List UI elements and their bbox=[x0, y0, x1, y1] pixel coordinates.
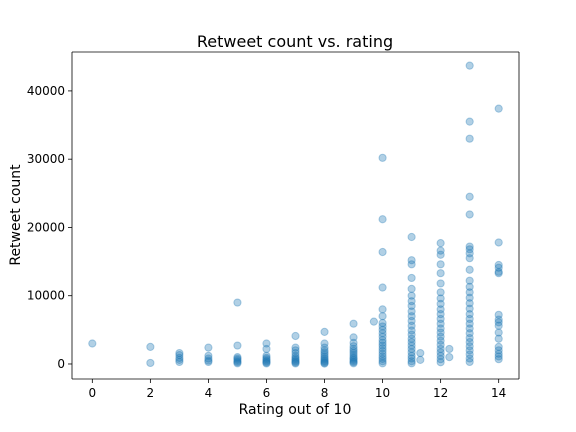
data-point bbox=[408, 285, 415, 292]
data-point bbox=[408, 261, 415, 268]
x-tick-label: 14 bbox=[491, 386, 506, 400]
data-point bbox=[292, 360, 299, 367]
data-point bbox=[263, 360, 270, 367]
x-axis-label: Rating out of 10 bbox=[239, 402, 352, 418]
x-tick-label: 0 bbox=[88, 386, 96, 400]
data-point bbox=[321, 328, 328, 335]
data-point bbox=[466, 62, 473, 69]
data-point bbox=[370, 318, 377, 325]
data-point bbox=[89, 340, 96, 347]
data-point bbox=[495, 105, 502, 112]
data-point bbox=[437, 251, 444, 258]
data-point bbox=[205, 358, 212, 365]
y-tick-label: 30000 bbox=[27, 152, 65, 166]
data-point bbox=[408, 233, 415, 240]
data-point bbox=[417, 356, 424, 363]
data-point bbox=[495, 322, 502, 329]
data-point bbox=[466, 135, 473, 142]
data-point bbox=[147, 343, 154, 350]
y-axis-label: Retweet count bbox=[8, 164, 24, 266]
data-point bbox=[466, 211, 473, 218]
data-point bbox=[379, 284, 386, 291]
y-tick-label: 20000 bbox=[27, 220, 65, 234]
data-point bbox=[379, 306, 386, 313]
data-point bbox=[408, 360, 415, 367]
data-point bbox=[379, 216, 386, 223]
y-tick-label: 0 bbox=[57, 357, 65, 371]
data-point bbox=[234, 299, 241, 306]
data-point bbox=[379, 248, 386, 255]
data-point bbox=[321, 360, 328, 367]
data-point bbox=[176, 358, 183, 365]
x-tick-label: 8 bbox=[321, 386, 329, 400]
y-axis-ticks: 0 10000 20000 30000 40000 bbox=[27, 84, 72, 371]
data-point bbox=[466, 193, 473, 200]
plot-area bbox=[72, 52, 519, 379]
y-tick-label: 10000 bbox=[27, 289, 65, 303]
data-point bbox=[495, 356, 502, 363]
data-point bbox=[437, 359, 444, 366]
data-point bbox=[495, 335, 502, 342]
data-point bbox=[379, 313, 386, 320]
data-point bbox=[437, 280, 444, 287]
data-point bbox=[495, 270, 502, 277]
data-point bbox=[263, 345, 270, 352]
data-point bbox=[147, 359, 154, 366]
data-point bbox=[379, 360, 386, 367]
data-point bbox=[446, 345, 453, 352]
data-point bbox=[437, 240, 444, 247]
data-point bbox=[446, 354, 453, 361]
data-point bbox=[466, 118, 473, 125]
data-point bbox=[408, 274, 415, 281]
data-point bbox=[466, 255, 473, 262]
x-tick-label: 6 bbox=[263, 386, 271, 400]
data-point bbox=[417, 349, 424, 356]
data-point bbox=[292, 332, 299, 339]
y-tick-label: 40000 bbox=[27, 84, 65, 98]
x-tick-label: 4 bbox=[205, 386, 213, 400]
x-tick-label: 2 bbox=[147, 386, 155, 400]
x-tick-label: 12 bbox=[433, 386, 448, 400]
data-point bbox=[350, 320, 357, 327]
data-point bbox=[205, 344, 212, 351]
data-point bbox=[466, 358, 473, 365]
x-axis-ticks: 0 2 4 6 8 10 12 14 bbox=[88, 379, 506, 400]
data-point bbox=[437, 261, 444, 268]
data-point bbox=[234, 360, 241, 367]
data-point bbox=[495, 239, 502, 246]
x-tick-label: 10 bbox=[375, 386, 390, 400]
data-point bbox=[437, 270, 444, 277]
chart-title: Retweet count vs. rating bbox=[197, 32, 393, 51]
data-point bbox=[234, 342, 241, 349]
data-point bbox=[466, 266, 473, 273]
data-point bbox=[379, 154, 386, 161]
data-point bbox=[350, 360, 357, 367]
